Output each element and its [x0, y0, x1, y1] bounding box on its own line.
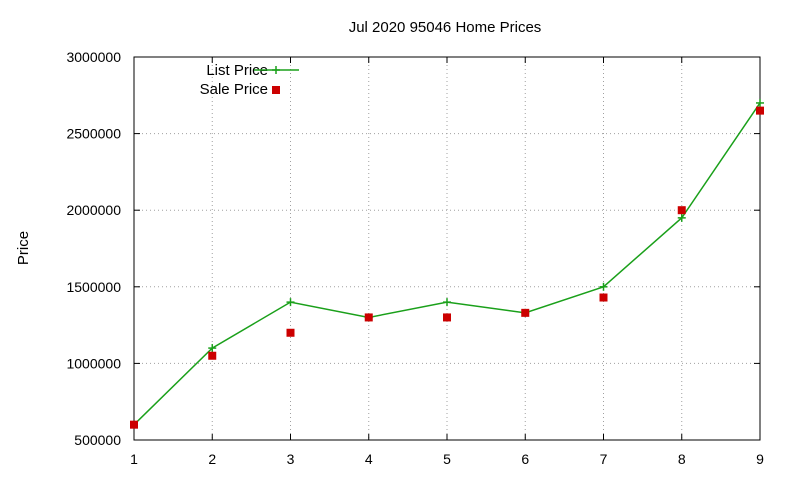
legend-plus	[272, 66, 280, 74]
chart-title: Jul 2020 95046 Home Prices	[349, 19, 542, 36]
legend-label-list-price: List Price	[206, 62, 268, 79]
legend-marker-sale-price	[272, 86, 280, 94]
series-layer	[130, 98, 764, 429]
legend-marker-list-price	[272, 66, 280, 74]
x-tick-label: 7	[600, 451, 608, 467]
list-price-line	[133, 102, 761, 426]
x-tick-label: 2	[208, 451, 216, 467]
axis-ticks: 1 2 3 4 5 6 7 8 9 500000 1000000 1500000 2000000 2500…	[66, 49, 764, 467]
sale-price-point	[521, 308, 530, 317]
y-tick-label: 3000000	[66, 49, 121, 65]
x-tick-label: 3	[287, 451, 295, 467]
x-tick-label: 1	[130, 451, 138, 467]
y-tick-label: 500000	[74, 432, 121, 448]
sale-price-point	[364, 313, 373, 322]
sale-price-point	[756, 106, 764, 115]
x-tick-label: 9	[756, 451, 764, 467]
sale-price-point	[677, 206, 686, 215]
y-tick-label: 2000000	[66, 202, 121, 218]
y-tick-label: 1500000	[66, 279, 121, 295]
x-tick-label: 6	[521, 451, 529, 467]
legend-label-sale-price: Sale Price	[200, 81, 268, 98]
plot-frame	[133, 56, 761, 441]
y-tick-label: 1000000	[66, 355, 121, 371]
sale-price-point	[130, 420, 138, 429]
list-price-point	[443, 298, 451, 307]
sale-price-point	[208, 351, 217, 360]
y-tick-label: 2500000	[66, 126, 121, 142]
grid-lines	[134, 57, 760, 440]
sale-price-point	[599, 293, 608, 302]
x-tick-label: 4	[365, 451, 373, 467]
list-price-point	[677, 213, 686, 222]
list-price-point	[599, 282, 608, 291]
sale-price-point	[443, 313, 451, 322]
legend-square	[272, 86, 280, 94]
x-tick-label: 8	[678, 451, 686, 467]
list-price-point	[286, 298, 295, 307]
sale-price-point	[286, 328, 295, 337]
list-price-point	[756, 98, 764, 107]
x-tick-label: 5	[443, 451, 451, 467]
list-price-point	[208, 344, 217, 353]
legend: List Price Sale Price	[200, 62, 299, 98]
y-axis-label: Price	[15, 231, 32, 265]
